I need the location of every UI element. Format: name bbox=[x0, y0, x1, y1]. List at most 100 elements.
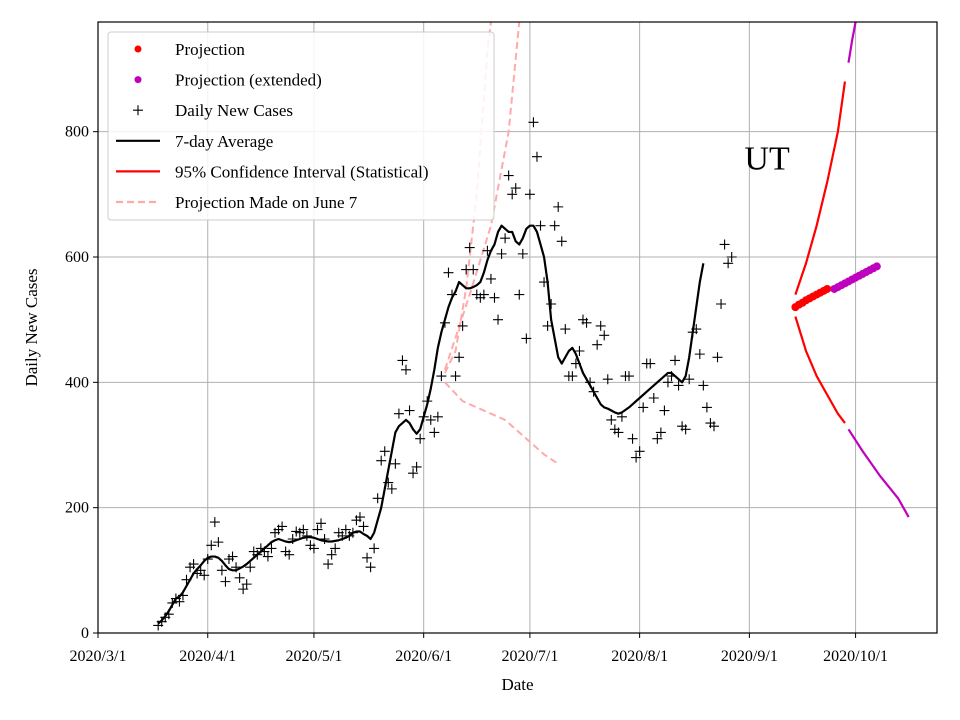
daily-case-marker bbox=[645, 358, 656, 369]
daily-case-marker bbox=[298, 524, 309, 535]
daily-case-marker bbox=[553, 201, 564, 212]
daily-case-marker bbox=[514, 289, 525, 300]
legend-dot-icon bbox=[134, 76, 142, 84]
daily-case-marker bbox=[581, 317, 592, 328]
daily-case-marker bbox=[241, 579, 252, 590]
daily-case-marker bbox=[531, 151, 542, 162]
legend-box bbox=[107, 31, 495, 221]
daily-case-marker bbox=[595, 320, 606, 331]
daily-case-marker bbox=[489, 292, 500, 303]
daily-case-marker bbox=[503, 170, 514, 181]
daily-case-marker bbox=[493, 314, 504, 325]
daily-case-marker bbox=[408, 468, 419, 479]
daily-case-marker bbox=[560, 324, 571, 335]
daily-case-marker bbox=[323, 559, 334, 570]
legend-plus-icon bbox=[133, 105, 143, 116]
daily-case-marker bbox=[606, 414, 617, 425]
daily-case-marker bbox=[277, 521, 288, 532]
legend: Projection Projection (extended) Daily New… bbox=[107, 31, 495, 221]
daily-case-marker bbox=[712, 352, 723, 363]
daily-case-marker bbox=[436, 371, 447, 382]
daily-case-marker bbox=[354, 512, 365, 523]
daily-case-marker bbox=[624, 371, 635, 382]
daily-case-marker bbox=[404, 405, 415, 416]
daily-case-marker bbox=[199, 570, 210, 581]
daily-case-marker bbox=[680, 424, 691, 435]
daily-case-marker bbox=[376, 455, 387, 466]
daily-case-marker bbox=[478, 289, 489, 300]
daily-case-marker bbox=[429, 427, 440, 438]
legend-label: Projection Made on June 7 bbox=[175, 193, 358, 212]
daily-case-marker bbox=[316, 518, 327, 529]
daily-case-marker bbox=[599, 330, 610, 341]
state-annotation: UT bbox=[744, 140, 790, 177]
daily-case-marker bbox=[670, 355, 681, 366]
x-tick-label: 2020/4/1 bbox=[179, 648, 236, 665]
daily-case-marker bbox=[662, 377, 673, 388]
daily-case-marker bbox=[379, 446, 390, 457]
ci-extended-upper-line bbox=[847, 21, 857, 63]
daily-case-marker bbox=[365, 562, 376, 573]
daily-case-marker bbox=[592, 339, 603, 350]
y-tick-label: 800 bbox=[65, 124, 89, 141]
daily-case-marker bbox=[393, 408, 404, 419]
daily-case-marker bbox=[648, 393, 659, 403]
daily-case-marker bbox=[574, 346, 585, 356]
daily-case-marker bbox=[659, 405, 670, 416]
daily-case-marker bbox=[209, 517, 220, 528]
data-layer bbox=[153, 117, 881, 631]
x-tick-label: 2020/10/1 bbox=[823, 648, 888, 665]
daily-case-marker bbox=[326, 549, 337, 560]
daily-case-marker bbox=[206, 540, 217, 551]
daily-case-marker bbox=[425, 414, 436, 425]
daily-case-marker bbox=[411, 461, 422, 472]
daily-case-marker bbox=[701, 402, 712, 413]
seven-day-average-line bbox=[157, 224, 705, 625]
legend-label: 7-day Average bbox=[175, 132, 273, 151]
y-tick-label: 200 bbox=[65, 500, 89, 517]
axis-ticks: 2020/3/1 2020/4/1 2020/5/1 2020/6/1 2020/7/1… bbox=[65, 124, 888, 665]
daily-case-marker bbox=[397, 355, 408, 366]
daily-case-marker bbox=[524, 189, 535, 200]
daily-case-marker bbox=[546, 299, 557, 309]
daily-case-marker bbox=[673, 380, 684, 391]
x-tick-label: 2020/3/1 bbox=[70, 648, 127, 665]
daily-case-marker bbox=[400, 364, 411, 375]
legend-label: Projection bbox=[175, 40, 245, 59]
daily-case-marker bbox=[485, 273, 496, 284]
daily-case-marker bbox=[266, 543, 277, 554]
daily-case-marker bbox=[220, 576, 231, 587]
x-tick-label: 2020/6/1 bbox=[395, 648, 452, 665]
daily-case-marker bbox=[358, 521, 369, 532]
daily-case-marker bbox=[234, 572, 245, 583]
daily-case-marker bbox=[386, 483, 397, 494]
daily-case-marker bbox=[684, 374, 695, 385]
daily-case-marker bbox=[443, 267, 454, 278]
daily-case-marker bbox=[638, 402, 649, 413]
daily-case-marker bbox=[284, 549, 295, 560]
daily-case-marker bbox=[415, 433, 426, 444]
daily-case-marker bbox=[188, 559, 199, 570]
june7-projection-line bbox=[444, 381, 559, 465]
daily-case-marker bbox=[528, 117, 539, 128]
daily-case-marker bbox=[238, 584, 249, 595]
daily-case-marker bbox=[602, 374, 613, 385]
daily-case-marker bbox=[464, 242, 475, 253]
daily-case-marker bbox=[535, 220, 546, 231]
daily-case-marker bbox=[655, 427, 666, 438]
ci-upper-line bbox=[794, 81, 847, 295]
daily-case-marker bbox=[369, 543, 380, 554]
legend-label: Projection (extended) bbox=[175, 71, 322, 90]
daily-case-marker bbox=[262, 551, 273, 562]
legend-label: Daily New Cases bbox=[175, 101, 293, 120]
daily-case-marker bbox=[450, 371, 461, 382]
daily-case-marker bbox=[432, 411, 443, 422]
daily-case-marker bbox=[340, 524, 351, 535]
daily-case-marker bbox=[507, 189, 518, 200]
daily-case-marker bbox=[556, 236, 567, 247]
daily-case-marker bbox=[716, 299, 727, 309]
daily-case-marker bbox=[390, 458, 401, 469]
daily-case-marker bbox=[174, 596, 185, 607]
daily-case-marker bbox=[627, 433, 638, 444]
daily-case-marker bbox=[213, 537, 224, 548]
